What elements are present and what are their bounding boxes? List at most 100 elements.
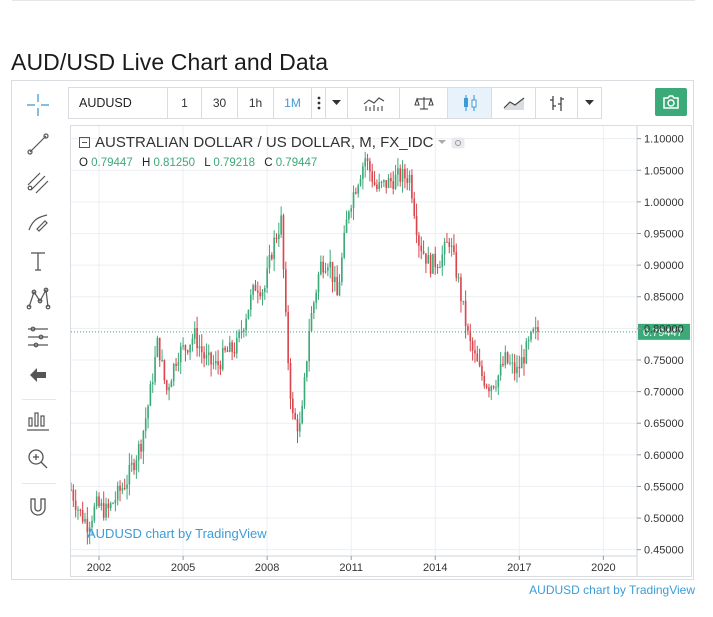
candle-body (238, 331, 240, 339)
candle-body (471, 341, 474, 351)
candle-body (415, 215, 418, 236)
candle-body (93, 506, 96, 521)
sidebar-divider (22, 399, 56, 400)
candle-body (165, 380, 168, 391)
vertical-dots-icon[interactable] (312, 87, 326, 119)
low-label: L (204, 157, 211, 169)
candle-body (245, 318, 247, 330)
candle-body (530, 331, 532, 340)
interval-1[interactable]: 1 (168, 87, 202, 119)
candle-body (317, 274, 320, 293)
candle-body (71, 489, 72, 491)
candle-body (411, 174, 413, 199)
candle-body (86, 519, 89, 533)
candle-body (135, 460, 138, 471)
candle-body (214, 361, 217, 364)
candle-body (427, 254, 430, 264)
ohlc-values: O 0.79447 H 0.81250 L 0.79218 C 0.79447 (79, 157, 323, 169)
candle-body (450, 245, 453, 247)
candle-body (277, 234, 280, 240)
last-price-label: 0.79447 (643, 327, 683, 339)
candle-body (116, 485, 119, 500)
candle-body (525, 341, 528, 364)
candle-body (425, 253, 427, 264)
candle-body (102, 503, 105, 518)
candle-body (366, 158, 369, 161)
crosshair-icon[interactable] (24, 91, 52, 119)
chart-pane[interactable]: 0.79447 0.45000 0.50000 0.55000 0.60000 0.650… (70, 125, 692, 577)
interval-1h[interactable]: 1h (238, 87, 274, 119)
candle-body (523, 357, 525, 364)
forecast-icon[interactable] (24, 407, 52, 435)
indicators-icon[interactable] (348, 87, 400, 119)
interval-30[interactable]: 30 (202, 87, 238, 119)
candle-body (439, 267, 441, 269)
page-title: AUD/USD Live Chart and Data (11, 49, 329, 75)
y-tick-label: 0.95000 (644, 229, 684, 241)
legend-caret-down-icon[interactable] (438, 140, 447, 145)
tradingview-attribution-link[interactable]: AUDUSD chart by TradingView (529, 583, 695, 597)
candle-body (266, 268, 268, 289)
candle-body (273, 237, 275, 259)
candle-body (343, 232, 346, 258)
collapse-legend-icon[interactable] (79, 137, 90, 148)
caret-down-icon[interactable] (578, 87, 602, 119)
area-line-icon[interactable] (492, 87, 536, 119)
zoom-in-icon[interactable] (24, 445, 52, 473)
text-icon[interactable] (24, 247, 52, 275)
candle-body (282, 215, 285, 270)
candle-body (499, 364, 502, 376)
candle-body (163, 360, 166, 381)
candle-body (161, 360, 163, 362)
candles-icon[interactable] (448, 87, 492, 119)
tradingview-watermark[interactable]: AUDUSD chart by TradingView (87, 526, 267, 541)
brush-icon[interactable] (24, 208, 52, 236)
candle-body (98, 496, 100, 507)
candle-body (121, 488, 124, 491)
candle-body (453, 245, 455, 253)
eye-icon[interactable] (451, 137, 465, 149)
close-value: 0.79447 (275, 157, 318, 169)
candle-body (193, 328, 196, 339)
x-tick-label: 2014 (423, 562, 447, 574)
candle-body (289, 363, 292, 399)
candle-body (352, 192, 355, 209)
arrow-back-icon[interactable] (24, 361, 52, 389)
pattern-icon[interactable] (24, 285, 52, 313)
candle-body (285, 269, 287, 313)
measure-icon[interactable] (24, 323, 52, 351)
candle-body (72, 489, 75, 501)
candle-body (497, 375, 500, 388)
candle-body (256, 290, 259, 293)
candle-body (133, 462, 135, 471)
interval-1M[interactable]: 1M (274, 87, 312, 119)
y-tick-label: 0.80000 (644, 323, 684, 335)
x-tick-label: 2011 (339, 562, 363, 574)
price-chart[interactable]: 0.79447 0.45000 0.50000 0.55000 0.60000 0.650… (71, 126, 691, 576)
candle-body (434, 253, 437, 268)
scales-icon[interactable] (400, 87, 448, 119)
pitchfork-icon[interactable] (24, 169, 52, 197)
candle-body (399, 168, 402, 182)
candle-body (478, 361, 481, 366)
candle-body (212, 363, 215, 365)
magnet-icon[interactable] (24, 493, 52, 521)
candle-body (128, 464, 131, 485)
candle-body (474, 350, 476, 354)
candle-body (130, 462, 133, 465)
candle-body (275, 237, 278, 240)
candle-body (329, 261, 332, 268)
candle-body (263, 288, 266, 292)
caret-down-icon[interactable] (326, 87, 348, 119)
candle-body (179, 346, 182, 363)
camera-icon[interactable] (655, 88, 687, 116)
candle-body (331, 261, 334, 282)
candle-body (310, 313, 313, 332)
symbol-search[interactable]: AUDUSD (68, 87, 168, 119)
trend-line-icon[interactable] (24, 130, 52, 158)
candle-body (81, 510, 84, 522)
bars-icon[interactable] (536, 87, 578, 119)
candle-body (380, 182, 383, 184)
candle-body (385, 180, 388, 188)
candle-body (109, 503, 112, 509)
